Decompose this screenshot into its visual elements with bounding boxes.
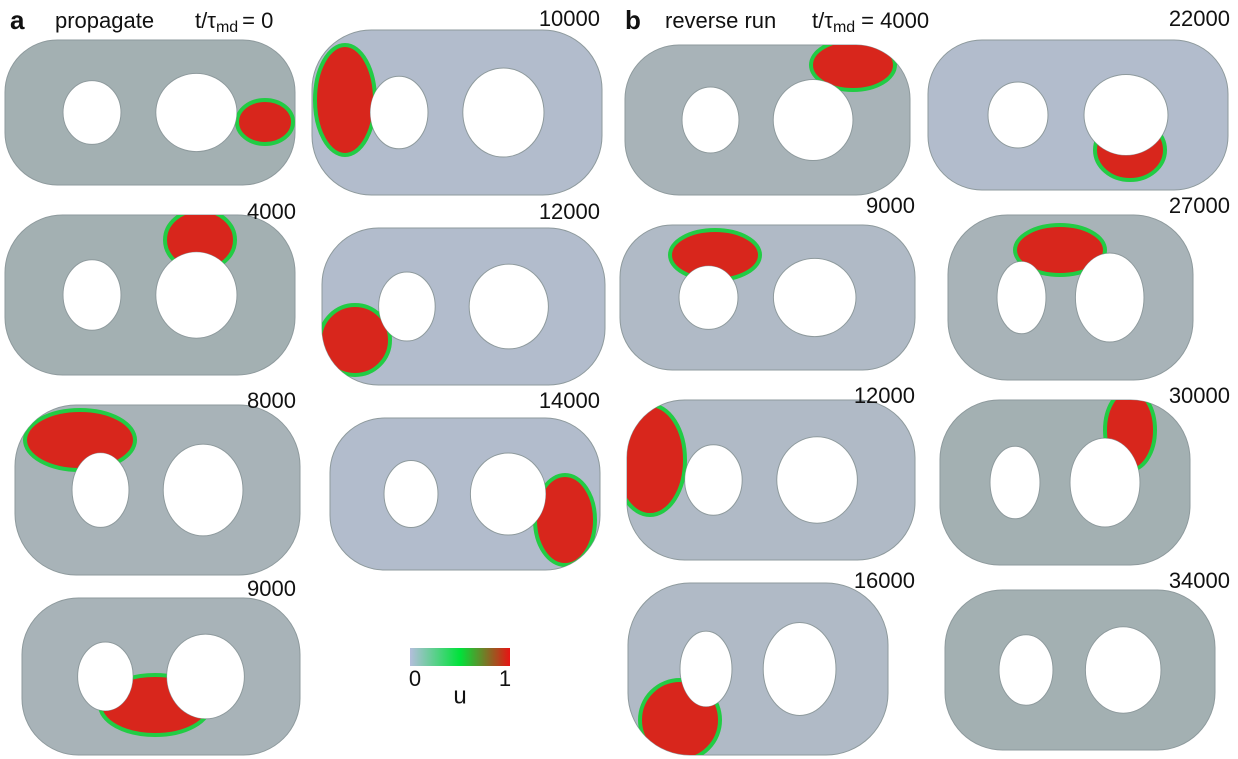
excited-region: [165, 210, 235, 270]
time-symbol: τ: [824, 8, 833, 33]
time-prefix: t/: [812, 8, 825, 33]
frame-time: 12000: [539, 199, 600, 224]
panel-title: reverse run: [665, 8, 776, 33]
frame-time: 34000: [1169, 568, 1230, 593]
panel-letter: a: [10, 5, 25, 35]
membrane: [928, 40, 1228, 190]
frame-time: 9000: [866, 193, 915, 218]
time-subscript: md: [216, 19, 238, 36]
figure: a propagate t/τmd= 0 b reverse run t/τmd…: [0, 0, 1238, 759]
frame-time: 12000: [854, 383, 915, 408]
panel-letter: b: [625, 5, 641, 35]
frame-time: 4000: [247, 199, 296, 224]
frame-time: 27000: [1169, 193, 1230, 218]
frame-time: 10000: [539, 6, 600, 31]
frame-time: 30000: [1169, 383, 1230, 408]
excited-region: [535, 475, 595, 565]
membrane: [620, 225, 915, 370]
time-prefix: t/: [195, 8, 208, 33]
excited-region: [640, 680, 720, 759]
time-suffix: = 0: [242, 8, 273, 33]
excited-region: [1015, 225, 1105, 275]
colorbar: [410, 648, 510, 666]
frame-time: 8000: [247, 388, 296, 413]
excited-region: [811, 40, 895, 90]
frame-time: 14000: [539, 388, 600, 413]
excited-region: [320, 305, 390, 375]
frame-time: 22000: [1169, 6, 1230, 31]
frame-time: 9000: [247, 576, 296, 601]
colorbar-tick: 0: [409, 666, 421, 691]
excited-region: [615, 405, 685, 515]
snapshots: [5, 30, 1228, 759]
colorbar-tick: 1: [499, 666, 511, 691]
colorbar-label: u: [453, 682, 466, 709]
time-label: t/τmd = 4000: [812, 8, 929, 36]
excited-region: [25, 410, 135, 470]
excited-region: [670, 230, 760, 280]
membrane: [5, 215, 295, 375]
frame-time: 16000: [854, 568, 915, 593]
excited-region: [100, 675, 210, 735]
time-symbol: τ: [207, 8, 216, 33]
membrane: [945, 590, 1215, 750]
panel-title: propagate: [55, 8, 154, 33]
time-suffix: = 4000: [861, 8, 929, 33]
time-label: t/τmd= 0: [195, 8, 273, 36]
excited-region: [237, 100, 293, 144]
excited-region: [315, 45, 375, 155]
time-subscript: md: [833, 19, 855, 36]
